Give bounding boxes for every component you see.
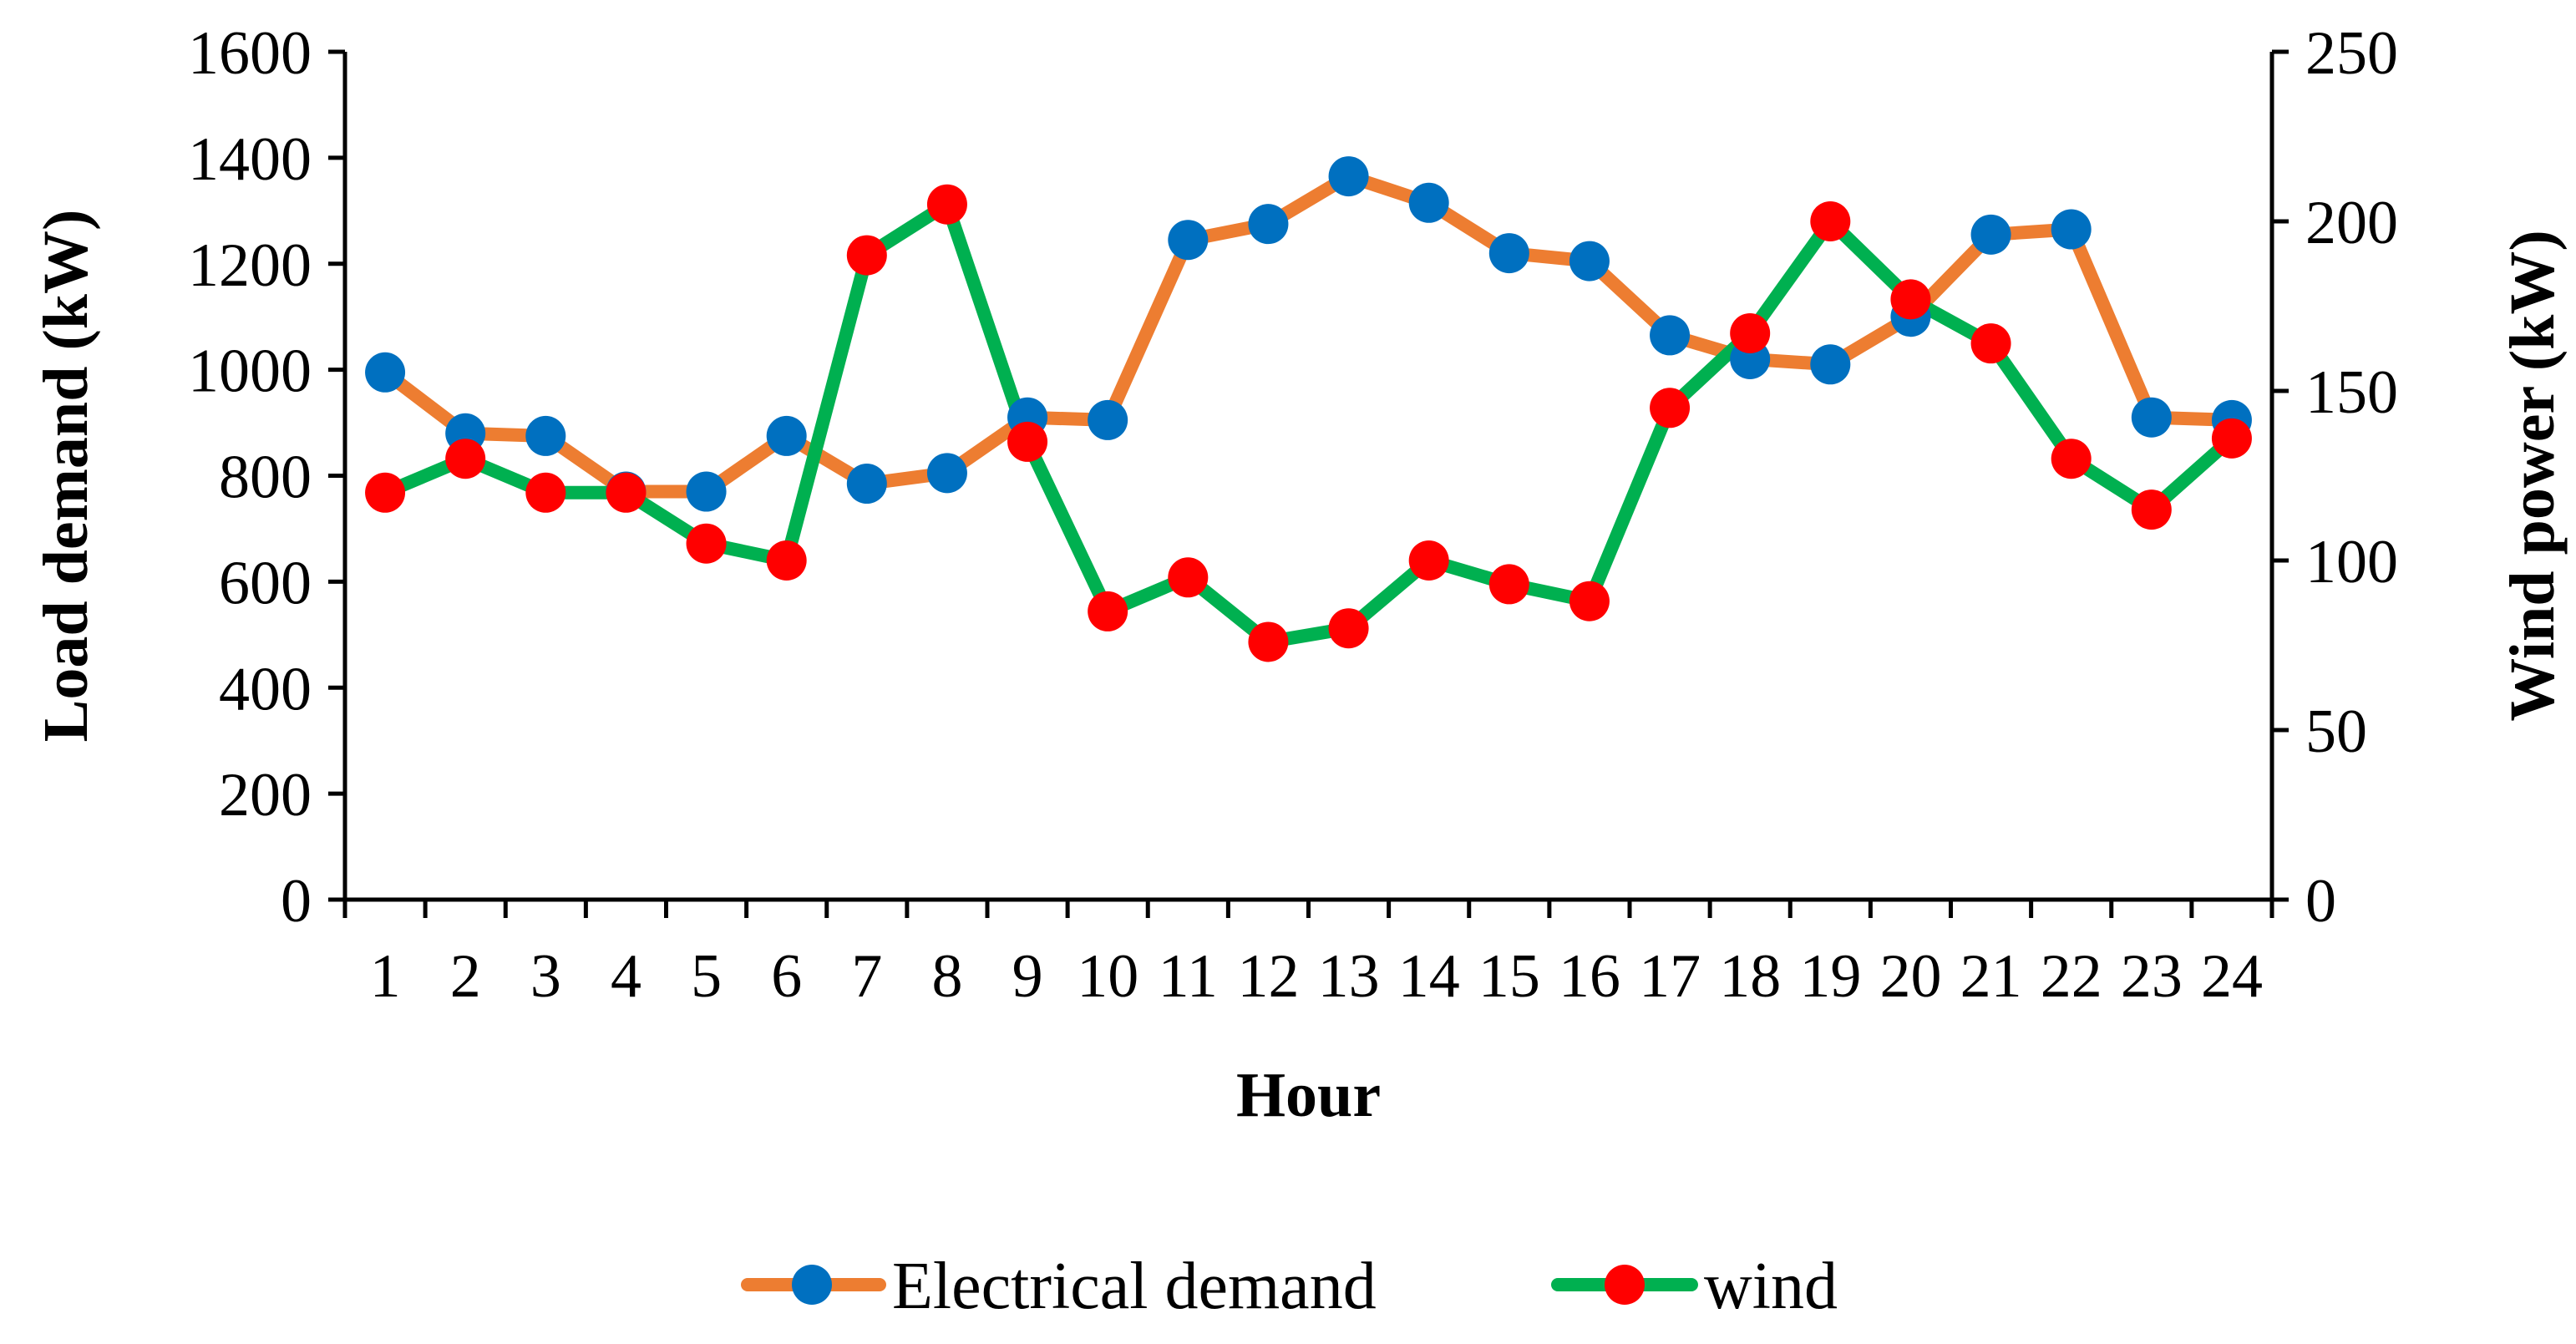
data-point-wind (846, 235, 887, 276)
x-tick-label: 7 (851, 942, 882, 1011)
data-point-electrical-demand (1168, 220, 1209, 261)
right-y-tick-label: 150 (2305, 358, 2398, 427)
data-point-electrical-demand (365, 352, 406, 393)
data-point-wind (2131, 489, 2172, 530)
data-point-electrical-demand (525, 415, 566, 456)
legend-entry-wind: wind (1551, 1250, 1838, 1323)
left-y-tick-label: 200 (219, 761, 312, 829)
data-point-wind (445, 439, 486, 479)
data-point-electrical-demand (2131, 397, 2172, 438)
data-point-electrical-demand (846, 464, 887, 505)
left-y-tick-label: 1600 (188, 19, 312, 88)
data-point-electrical-demand (1088, 399, 1128, 440)
left-y-tick-label: 600 (219, 549, 312, 617)
x-tick-label: 11 (1159, 942, 1218, 1011)
x-tick-label: 18 (1719, 942, 1781, 1011)
x-tick-label: 12 (1237, 942, 1299, 1011)
data-point-electrical-demand (1810, 344, 1851, 385)
data-point-wind (1088, 591, 1128, 631)
x-axis-title: Hour (1236, 1060, 1381, 1130)
data-point-wind (1650, 388, 1691, 429)
data-point-electrical-demand (766, 415, 807, 456)
data-point-wind (926, 184, 967, 225)
data-point-wind (1168, 557, 1209, 598)
x-tick-label: 13 (1318, 942, 1380, 1011)
x-ticks: 1 2 3 4 5 6 7 8 9 10 11 12 13 14 15 16 17 18 19 20 21 22 23 24 (342, 900, 2274, 1011)
legend: Electrical demand wind (741, 1250, 1838, 1323)
right-y-tick-label: 0 (2305, 867, 2336, 936)
data-point-electrical-demand (1408, 182, 1449, 223)
x-tick-label: 23 (2121, 942, 2183, 1011)
data-point-wind (1730, 312, 1771, 353)
data-point-electrical-demand (2051, 209, 2092, 250)
right-y-tick-label: 200 (2305, 189, 2398, 257)
data-point-electrical-demand (686, 471, 727, 512)
data-point-wind (606, 472, 647, 513)
x-tick-label: 10 (1077, 942, 1138, 1011)
x-tick-label: 16 (1559, 942, 1620, 1011)
x-tick-label: 2 (450, 942, 481, 1011)
left-y-ticks: 0 200 400 600 800 1000 1200 1400 1600 (188, 19, 345, 936)
right-y-tick-label: 100 (2305, 528, 2398, 596)
left-y-tick-label: 1000 (188, 337, 312, 406)
data-point-electrical-demand (1488, 233, 1529, 274)
data-point-electrical-demand (1650, 315, 1691, 356)
data-point-electrical-demand (926, 453, 967, 494)
x-tick-label: 24 (2201, 942, 2263, 1011)
x-tick-label: 15 (1478, 942, 1540, 1011)
legend-marker-wind (1605, 1265, 1645, 1305)
left-y-axis-title: Load demand (kW) (31, 210, 101, 743)
x-tick-label: 4 (611, 942, 641, 1011)
right-y-axis-title: Wind power (kW) (2497, 230, 2568, 721)
left-y-tick-label: 400 (219, 655, 312, 723)
x-tick-label: 21 (1960, 942, 2022, 1011)
left-y-tick-label: 800 (219, 444, 312, 512)
legend-entry-electrical-demand: Electrical demand (741, 1250, 1377, 1323)
left-y-tick-label: 0 (281, 867, 312, 936)
left-y-tick-label: 1400 (188, 125, 312, 194)
x-tick-label: 8 (931, 942, 962, 1011)
data-point-electrical-demand (1970, 214, 2011, 255)
x-tick-label: 9 (1012, 942, 1043, 1011)
series-layer (365, 156, 2252, 662)
data-point-wind (1569, 581, 1610, 621)
x-tick-label: 17 (1639, 942, 1701, 1011)
legend-marker-electrical-demand (792, 1265, 832, 1305)
legend-label-wind: wind (1704, 1250, 1838, 1323)
x-tick-label: 5 (691, 942, 722, 1011)
data-point-wind (686, 523, 727, 564)
data-point-electrical-demand (1569, 241, 1610, 281)
data-point-wind (1248, 621, 1289, 662)
x-tick-label: 19 (1799, 942, 1861, 1011)
data-point-wind (1970, 323, 2011, 364)
data-point-wind (365, 472, 406, 513)
right-y-tick-label: 250 (2305, 19, 2398, 88)
data-point-electrical-demand (1328, 156, 1369, 197)
legend-label-electrical-demand: Electrical demand (892, 1250, 1377, 1323)
data-point-electrical-demand (1248, 204, 1289, 245)
data-point-wind (1328, 608, 1369, 649)
data-point-wind (1810, 201, 1851, 241)
data-point-wind (1007, 421, 1048, 462)
x-tick-label: 6 (771, 942, 802, 1011)
data-point-wind (525, 472, 566, 513)
right-y-tick-label: 50 (2305, 697, 2367, 766)
x-tick-label: 22 (2041, 942, 2102, 1011)
data-point-wind (1408, 540, 1449, 581)
series-line-electrical-demand (378, 170, 2239, 499)
x-tick-label: 20 (1879, 942, 1941, 1011)
right-y-ticks: 0 50 100 150 200 250 (2272, 19, 2398, 936)
data-point-wind (2211, 418, 2252, 459)
x-tick-label: 1 (370, 942, 401, 1011)
data-point-wind (1890, 279, 1931, 320)
left-y-tick-label: 1200 (188, 231, 312, 300)
data-point-wind (2051, 439, 2092, 479)
x-tick-label: 3 (530, 942, 561, 1011)
x-tick-label: 14 (1398, 942, 1460, 1011)
data-point-wind (766, 540, 807, 581)
data-point-wind (1488, 564, 1529, 605)
